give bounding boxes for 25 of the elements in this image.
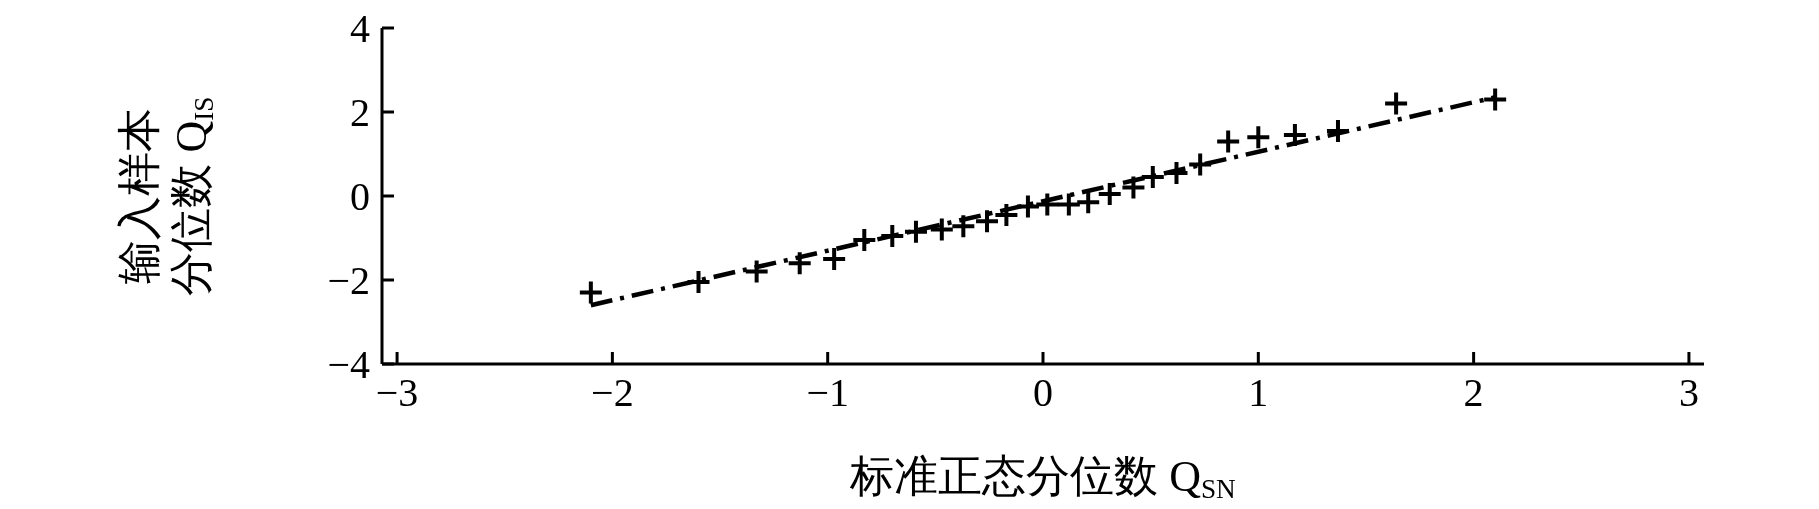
x-tick-label: 1 (1248, 370, 1269, 415)
y-tick-label: 0 (350, 174, 370, 219)
point (579, 281, 602, 304)
point (853, 229, 876, 252)
x-tick-label: 0 (1033, 370, 1053, 415)
x-tick-label: −3 (375, 370, 419, 415)
point (823, 248, 846, 270)
point (1484, 88, 1507, 111)
y-tick-label: −4 (327, 342, 370, 387)
point (930, 218, 953, 241)
x-tick-label: 2 (1463, 370, 1484, 415)
y-tick-label: 2 (350, 90, 370, 135)
point (1217, 130, 1240, 153)
x-tick-label: −1 (806, 370, 849, 415)
y-tick-label: 4 (350, 6, 370, 51)
point (1098, 182, 1121, 205)
point (1077, 191, 1100, 214)
point (1057, 193, 1080, 216)
point (1247, 126, 1270, 149)
x-tick-label: −2 (591, 370, 634, 415)
point (1385, 92, 1408, 115)
point (976, 210, 999, 233)
y-tick-label: −2 (327, 258, 370, 303)
x-tick-label: 3 (1678, 370, 1699, 415)
x-axis-title: 标准正态分位数 Q$_{SN}$ (849, 452, 1237, 504)
